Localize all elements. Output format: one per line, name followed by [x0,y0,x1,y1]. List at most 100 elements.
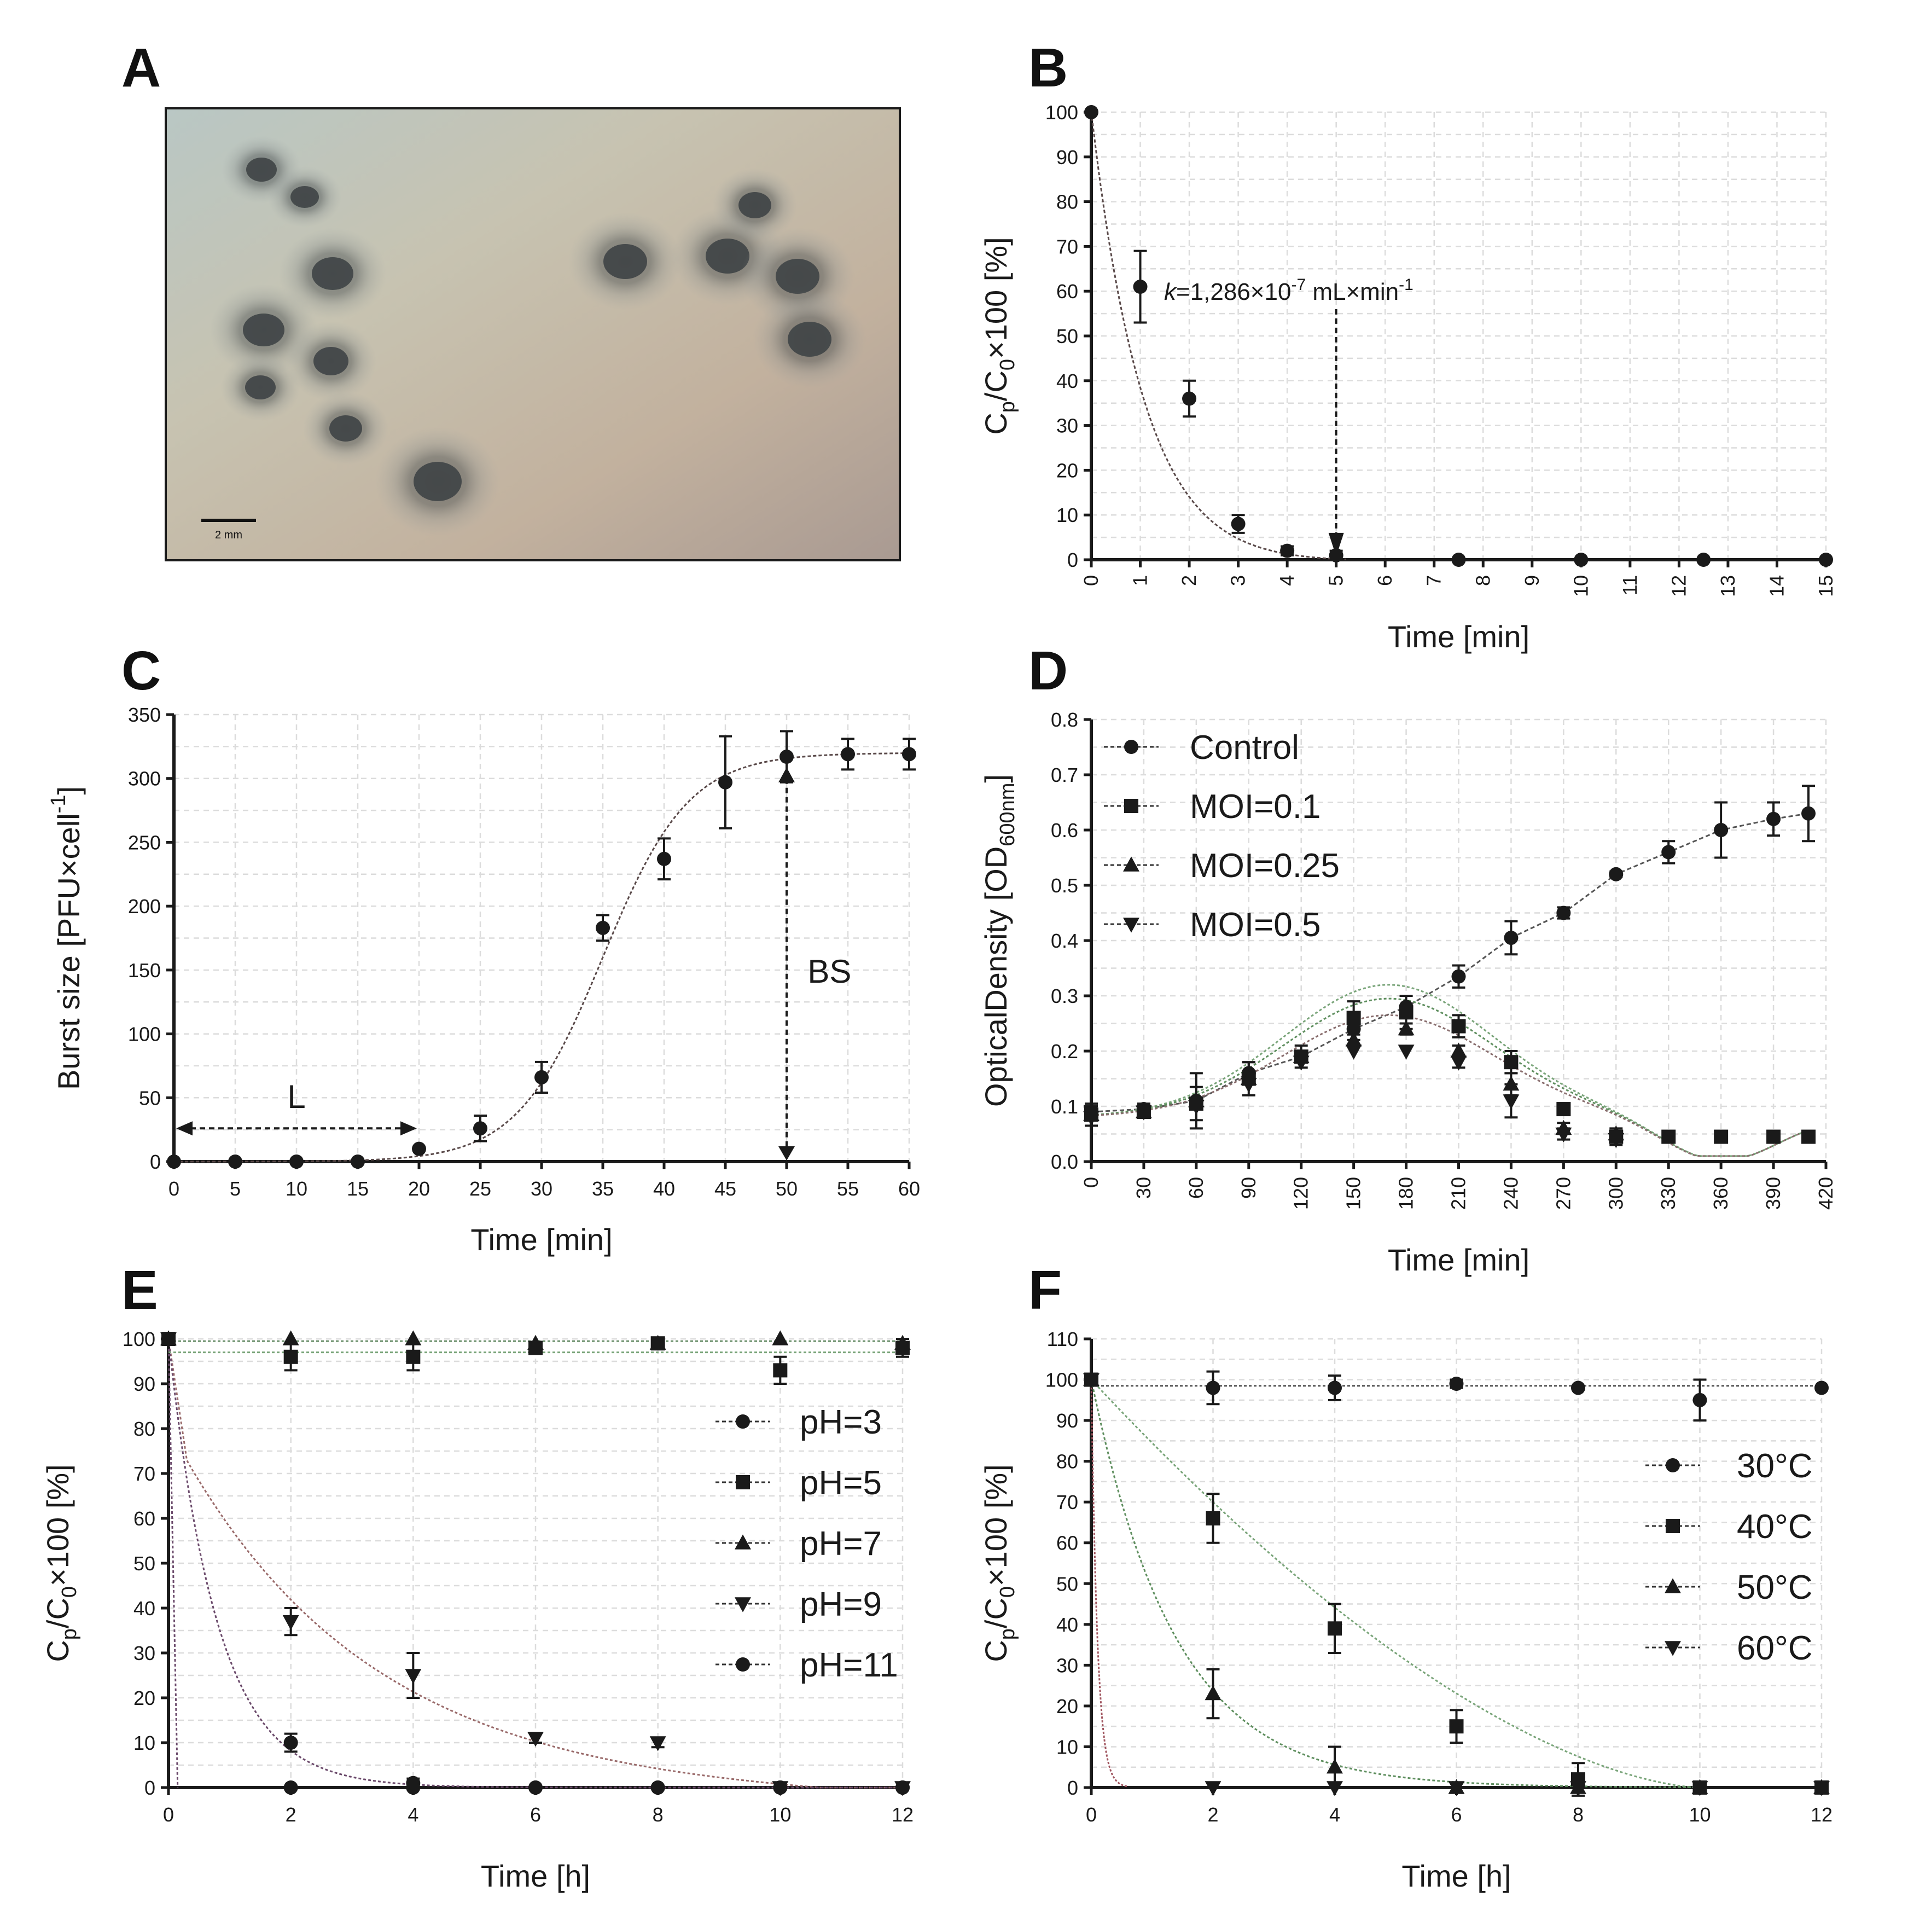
data-point [1766,1129,1781,1144]
fit-curve-moi [1091,1014,1806,1157]
y-tick-label: 200 [128,895,161,918]
y-tick-label: 0.7 [1051,764,1078,786]
x-tick-label: 1 [1129,575,1151,586]
chart-e: 0 2 4 6 8 10 12 0 10 20 30 40 50 60 70 80 90 100 Time [h] C… [40,1328,914,1893]
y-tick-label: 0.6 [1051,819,1078,842]
y-axis-label-part: 0 [996,1586,1019,1598]
lag-label: L [287,1078,305,1115]
legend-marker [1123,856,1139,872]
y-tick-label: 0.4 [1051,930,1078,952]
y-tick-label: 20 [133,1687,155,1709]
legend: Control MOI=0.1 MOI=0.25 MOI=0.5 [1104,729,1340,944]
y-tick-label: 0 [144,1777,155,1799]
data-point [1696,553,1711,567]
y-axis-label: Cp/C0×100 [%] [40,1464,81,1662]
legend-label: 60°C [1737,1629,1813,1667]
y-axis-label-part: p [58,1628,81,1640]
plaque-spot [603,244,647,279]
data-point [1328,1621,1342,1636]
y-axis-label: OpticalDensity [OD600nm] [979,774,1019,1107]
panel-label-e: E [121,1260,158,1321]
plaque-spot [788,322,831,357]
x-tick-label: 13 [1717,575,1739,597]
x-tick-label: 420 [1814,1177,1837,1210]
plaque-spot [313,347,348,375]
legend-label: 40°C [1737,1508,1813,1546]
panel-label-d: D [1028,640,1068,701]
burst-size-label: BS [807,953,851,990]
x-axis-label: Time [min] [470,1222,612,1257]
x-tick-label: 30 [531,1177,552,1200]
grid [1090,111,1827,561]
annotation-unit-exp: -1 [1399,276,1413,294]
x-tick-label: 150 [1342,1177,1365,1210]
y-tick-label: 40 [1056,1614,1078,1636]
data-point [1328,1380,1342,1395]
panel-label-c: C [121,640,161,701]
y-tick-label: 100 [128,1023,161,1046]
data-point [406,1776,421,1790]
y-axis-label-part: ×100 [%] [40,1464,75,1586]
y-tick-label: 50 [133,1552,155,1575]
legend-label: pH=9 [800,1586,882,1623]
y-tick-label: 90 [133,1373,155,1395]
x-axis-label: Time [h] [1401,1859,1511,1893]
plaque-spot [329,415,362,442]
data-point [1556,906,1571,920]
x-tick-label: 240 [1499,1177,1522,1210]
series-3 [1083,1373,1830,1796]
data-point [1205,1781,1221,1796]
x-tick-label: 0 [1080,575,1102,586]
series-0 [167,730,916,1169]
x-tick-label: 10 [1569,575,1592,597]
panel-label-a: A [121,37,161,98]
data-point [289,1154,304,1169]
data-point [649,1335,666,1350]
y-tick-label: 70 [133,1463,155,1485]
x-tick-label: 8 [1471,575,1494,586]
data-point [282,1615,299,1631]
y-axis-label-part: 600nm [996,783,1019,846]
data-point [773,1363,788,1378]
data-point [1240,1077,1257,1093]
legend-marker [1665,1641,1681,1656]
data-point [1574,553,1589,567]
x-tick-label: 120 [1290,1177,1312,1210]
x-tick-label: 3 [1227,575,1249,586]
plaque-spot [414,462,462,501]
y-axis-label-part: ] [979,774,1013,783]
y-tick-label: 0.0 [1051,1151,1078,1173]
y-axis-label-part: p [996,1628,1019,1640]
y-tick-label: 30 [1056,415,1078,437]
x-tick-label: 50 [776,1177,798,1200]
scale-bar-label: 2 mm [215,529,242,541]
series-0 [1084,785,1816,1130]
legend-label: pH=3 [800,1403,882,1441]
plaque-spot [776,259,819,294]
chart-b: 0 1 2 3 4 5 6 7 8 9 10 11 12 13 14 15010203040506070809… [979,101,1837,654]
data-point [1556,1102,1571,1117]
data-point [1504,930,1519,945]
data-point [780,750,794,764]
fit-curve-40c [1090,1379,1697,1789]
data-point [1766,811,1781,826]
annotation-unit: mL×min [1306,279,1399,305]
y-tick-label: 80 [1056,191,1078,213]
y-axis-label-part: p [996,401,1019,413]
y-tick-label: 100 [1045,101,1078,124]
series-4 [161,1332,910,1795]
data-point [1714,823,1729,837]
y-axis-label: Cp/C0×100 [%] [979,1464,1019,1662]
x-tick-label: 0 [1086,1803,1097,1826]
y-tick-label: 300 [128,768,161,790]
data-point [1133,280,1148,294]
data-point [1449,1719,1464,1734]
data-point [282,1330,299,1345]
data-point [167,1154,181,1169]
y-tick-label: 0.3 [1051,985,1078,1007]
data-point [1206,1380,1220,1395]
y-tick-label: 250 [128,831,161,854]
data-point [1571,1380,1585,1395]
data-point [1570,1781,1586,1796]
